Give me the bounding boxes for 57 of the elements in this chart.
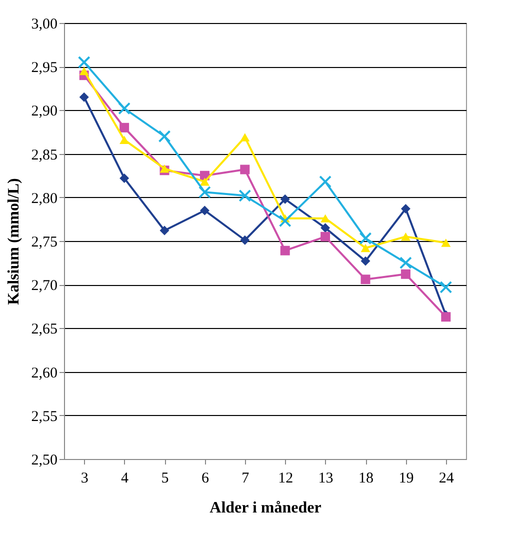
point [120,173,130,183]
x-tick-label: 3 [80,470,88,486]
point [240,164,250,174]
y-tick-label: 2,75 [31,234,58,250]
y-tick-label: 2,90 [31,104,58,120]
point [319,175,332,188]
y-tick-label: 2,55 [31,408,58,425]
y-tick-label: 2,95 [31,60,58,76]
y-tick-label: 2,80 [31,190,58,207]
x-tick-label: 7 [242,470,250,486]
x-tick-label: 24 [438,470,454,486]
point [320,232,330,242]
point [238,189,252,202]
x-axis-title: Alder i måneder [210,500,322,516]
x-tick-label: 6 [201,470,210,486]
point [399,256,412,270]
point [120,136,130,144]
point [160,164,170,173]
point [360,244,370,252]
point [240,235,250,245]
point [79,92,89,102]
x-tick-label: 12 [278,470,294,486]
point [200,206,210,216]
point [280,194,290,204]
point [79,66,89,76]
point [278,214,292,228]
x-tick-label: 4 [121,470,130,486]
y-tick-label: 2,85 [31,147,58,164]
point [200,178,210,186]
point [400,204,410,214]
point [160,226,170,236]
y-tick-label: 2,70 [31,278,58,294]
point [400,269,410,279]
point [400,232,410,241]
x-tick-label: 18 [358,470,374,486]
point [320,214,330,222]
y-axis-title: Kalsium (mmol/L) [5,178,22,305]
point [440,280,452,294]
point [360,274,370,284]
point [360,256,370,266]
point [280,246,290,256]
x-tick-label: 13 [318,470,334,486]
point [78,56,90,68]
y-tick-label: 2,60 [31,365,58,382]
point [441,238,451,247]
point [359,232,372,245]
x-tick-label: 19 [398,470,414,486]
point [120,122,130,132]
point [118,102,131,115]
point [158,130,171,143]
point [320,223,330,233]
point [240,133,250,142]
y-tick-label: 2,50 [31,452,58,468]
y-tick-label: 2,65 [31,322,58,338]
point [198,186,211,198]
y-tick-label: 3,00 [31,16,58,32]
x-tick-label: 5 [161,470,169,486]
